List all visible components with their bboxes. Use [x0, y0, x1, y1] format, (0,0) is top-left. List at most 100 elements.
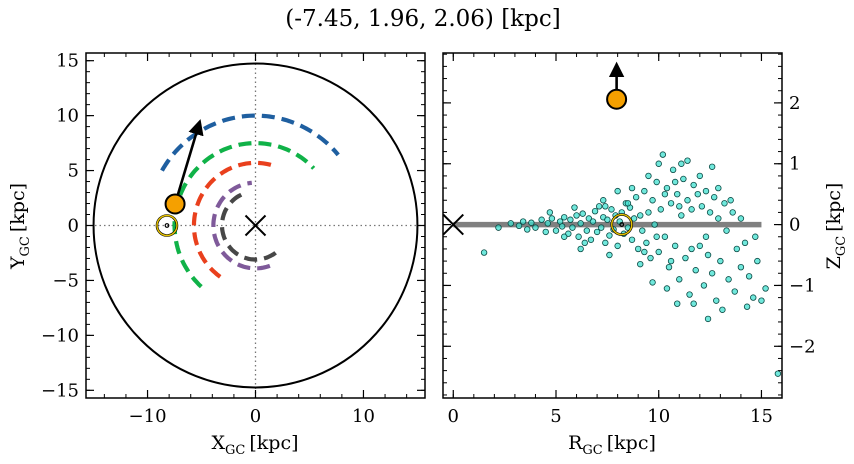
scatter-point — [655, 248, 662, 256]
scatter-point — [649, 197, 656, 204]
scatter-point — [696, 172, 704, 180]
scatter-point — [688, 245, 695, 253]
scatter-point — [674, 300, 681, 307]
sun-marker-rz-inner — [611, 213, 633, 236]
rz-ytick-label: 1 — [789, 154, 800, 175]
scatter-point — [600, 197, 607, 204]
scatter-point — [632, 194, 640, 201]
scatter-point — [598, 224, 605, 231]
x-axis-label-xy: XGC [kpc] — [211, 432, 298, 458]
xy-ytick-label: 15 — [56, 51, 79, 72]
panel-rz: 0 5 10 15 −2 −1 0 1 2 RGC [kpc] ZGC[kpc] — [442, 52, 849, 458]
scatter-point — [567, 216, 574, 223]
scatter-point — [696, 242, 704, 250]
scatter-point — [711, 194, 718, 201]
scatter-point — [721, 200, 728, 207]
panel-rz-frame — [442, 52, 783, 399]
xy-xtick-label: 0 — [250, 406, 261, 427]
y-axis-label-xy: YGC[kpc] — [7, 183, 33, 270]
scatter-point — [727, 197, 734, 204]
scatter-point — [723, 227, 730, 234]
scatter-point — [575, 233, 582, 240]
scatter-point — [698, 203, 706, 210]
scatter-point — [538, 216, 545, 223]
scatter-point — [663, 285, 671, 292]
scatter-point — [704, 315, 712, 323]
scatter-point — [519, 218, 527, 225]
scatter-point — [667, 200, 675, 207]
panel-rz-ticks: 0 5 10 15 −2 −1 0 1 2 — [443, 53, 816, 427]
scatter-point — [667, 257, 675, 265]
spiral-arm-2 — [191, 160, 278, 279]
scatter-point — [528, 219, 535, 226]
xy-ytick-label: −10 — [41, 325, 79, 346]
scatter-point — [717, 257, 724, 265]
scatter-point — [715, 184, 722, 192]
spiral-arm-3 — [211, 180, 271, 271]
scatter-point — [725, 276, 732, 283]
scatter-point — [731, 288, 738, 295]
scatter-point — [663, 184, 671, 192]
scatter-point — [542, 228, 549, 236]
scatter-point — [659, 151, 667, 158]
rz-ytick-label: 2 — [789, 93, 800, 114]
scatter-point — [643, 239, 650, 247]
scatter-point — [614, 187, 621, 195]
spiral-arm-0 — [160, 113, 340, 172]
rz-xtick-label: 10 — [647, 406, 670, 427]
scatter-point — [752, 233, 759, 240]
scatter-point — [630, 215, 638, 222]
scatter-point — [758, 297, 765, 304]
scatter-point — [680, 175, 687, 183]
scatter-point — [754, 257, 761, 265]
scatter-point — [569, 224, 576, 231]
scatter-point — [641, 248, 648, 256]
scatter-point — [669, 166, 677, 174]
scatter-point — [595, 203, 603, 210]
scatter-point — [674, 190, 681, 198]
xy-ytick-label: −5 — [52, 270, 79, 291]
rz-xtick-label: 15 — [750, 406, 773, 427]
spiral-arm-1 — [172, 140, 316, 289]
scatter-point — [628, 236, 636, 243]
scatter-point — [713, 297, 720, 304]
galactic-center-marker — [244, 214, 267, 237]
scatter-point — [579, 210, 586, 217]
panel-rz-data — [443, 61, 782, 377]
scatter-point — [678, 212, 685, 219]
scatter-point — [676, 203, 683, 210]
scatter-point — [507, 220, 514, 227]
scatter-point — [637, 212, 644, 219]
scatter-point — [628, 184, 636, 192]
scatter-point — [690, 181, 697, 189]
xy-ytick-label: 0 — [68, 216, 79, 237]
scatter-point — [774, 370, 782, 377]
scatter-point — [741, 239, 749, 247]
scatter-point — [645, 209, 652, 216]
scatter-point — [614, 242, 621, 250]
scatter-point — [706, 209, 714, 216]
scatter-point — [719, 306, 726, 313]
panel-xy-ticks: −10 0 10 −15 −10 −5 0 5 10 15 — [41, 51, 425, 427]
scatter-point — [637, 260, 644, 268]
scatter-point — [577, 245, 584, 253]
scatter-point — [653, 233, 660, 240]
y-axis-label-rz: ZGC[kpc] — [823, 183, 849, 270]
scatter-point — [495, 224, 502, 231]
scatter-point — [657, 206, 664, 213]
scatter-point — [524, 226, 531, 233]
scatter-point — [737, 215, 745, 222]
scatter-point — [606, 232, 613, 239]
scatter-point — [639, 227, 646, 234]
scatter-point — [573, 212, 580, 219]
scatter-point — [655, 160, 662, 167]
scatter-point — [684, 197, 691, 204]
scatter-point — [544, 220, 551, 227]
scatter-point — [608, 206, 615, 213]
xy-xtick-label: 10 — [352, 406, 375, 427]
rz-xtick-label: 5 — [550, 406, 561, 427]
scatter-point — [602, 239, 609, 247]
scatter-point — [661, 190, 669, 198]
spiral-arm-4 — [219, 191, 277, 262]
